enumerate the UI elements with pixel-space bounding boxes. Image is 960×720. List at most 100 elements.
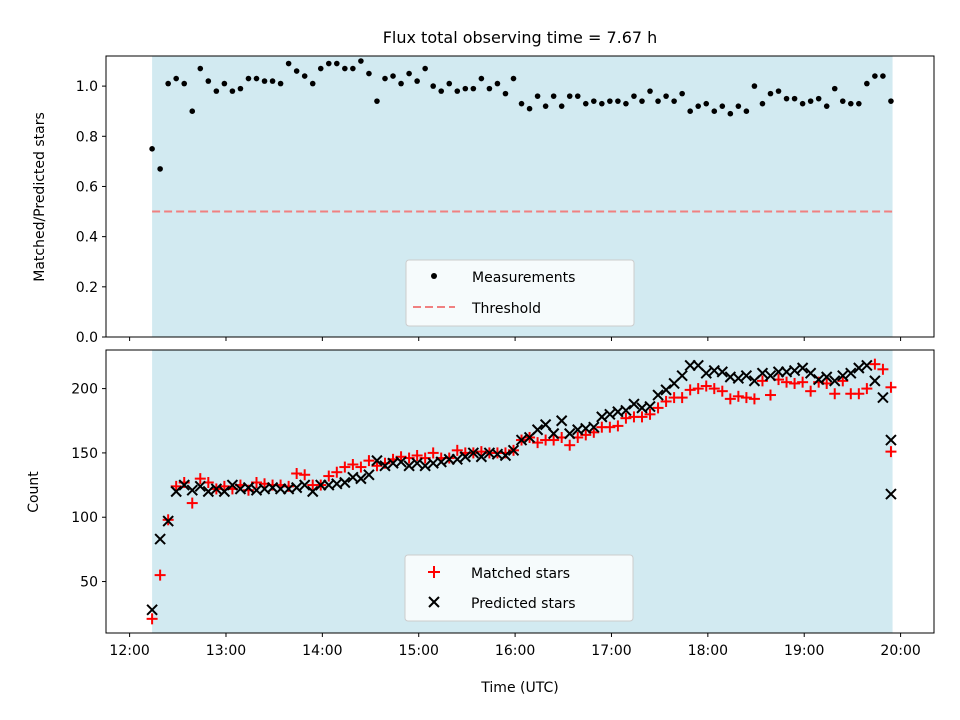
- measurement-point: [526, 105, 533, 112]
- predicted-star-point: [877, 391, 889, 404]
- measurement-point: [478, 75, 485, 82]
- measurement-point: [607, 98, 613, 104]
- predicted-star-point: [820, 371, 833, 383]
- predicted-star-point: [539, 418, 552, 431]
- ratio-marks: [149, 58, 894, 172]
- measurement-point: [807, 98, 814, 104]
- x-tick-label: 15:00: [399, 643, 439, 659]
- measurement-point: [205, 78, 212, 84]
- predicted-star-point: [459, 451, 472, 463]
- predicted-star-point: [845, 367, 857, 379]
- matched-star-point: [347, 458, 359, 470]
- measurement-point: [237, 85, 244, 92]
- predicted-star-point: [596, 411, 608, 423]
- matched-star-point: [604, 421, 616, 433]
- matched-star-point: [564, 439, 576, 451]
- y-tick-label-count: 200: [71, 382, 98, 398]
- measurement-point: [775, 88, 782, 94]
- y-axis-label-count: Count: [26, 471, 42, 513]
- predicted-star-point: [588, 421, 600, 433]
- measurement-point: [687, 108, 693, 114]
- measurement-point: [261, 78, 268, 84]
- predicted-star-point: [467, 447, 480, 459]
- measurement-point: [864, 80, 870, 87]
- measurement-point: [831, 85, 838, 92]
- measurement-point: [880, 73, 886, 79]
- legend-marker-matched: [428, 566, 440, 578]
- y-tick-label-count: 50: [80, 575, 98, 591]
- measurement-point: [430, 83, 436, 89]
- predicted-star-point: [732, 372, 745, 385]
- matched-star-point: [194, 473, 206, 485]
- predicted-star-point: [676, 370, 688, 382]
- matched-star-point: [170, 480, 182, 492]
- predicted-star-point: [411, 457, 423, 469]
- predicted-star-point: [226, 479, 239, 491]
- measurement-point: [414, 78, 420, 84]
- predicted-star-point: [555, 415, 568, 427]
- matched-star-point: [154, 569, 166, 581]
- measurement-point: [366, 70, 372, 77]
- matched-star-point: [740, 392, 752, 404]
- measurement-point: [406, 70, 412, 77]
- predicted-star-point: [660, 384, 672, 396]
- matched-star-point: [339, 461, 351, 473]
- matched-star-point: [371, 460, 383, 472]
- measurement-point: [695, 103, 702, 109]
- axes-frame-top: [105, 55, 935, 338]
- measurement-point: [639, 98, 645, 104]
- measurement-point: [486, 85, 493, 92]
- x-axis-label: Time (UTC): [480, 680, 558, 696]
- measurement-point: [518, 100, 525, 107]
- measurement-point: [743, 108, 750, 114]
- predicted-star-point: [515, 434, 528, 446]
- matched-star-point: [877, 363, 889, 375]
- predicted-star-point: [628, 398, 640, 410]
- predicted-star-point: [531, 424, 544, 436]
- y-tick-label-count: 100: [71, 510, 98, 526]
- matched-star-point: [323, 470, 335, 482]
- predicted-star-point: [475, 451, 488, 463]
- predicted-star-point: [764, 370, 777, 382]
- predicted-star-point: [162, 515, 174, 527]
- y-axis-count: 50 100 150 200: [71, 382, 106, 591]
- measurement-point: [398, 80, 404, 87]
- predicted-star-point: [170, 485, 182, 498]
- y-tick-label-ratio: 0.0: [76, 330, 98, 346]
- measurement-point: [847, 100, 854, 107]
- measurement-point: [374, 98, 380, 104]
- measurement-point: [325, 60, 332, 67]
- predicted-star-point: [403, 460, 415, 472]
- measurement-point: [799, 100, 806, 107]
- predicted-star-point: [620, 404, 632, 417]
- y-tick-label-ratio: 0.2: [76, 280, 98, 296]
- matched-star-point: [660, 395, 672, 407]
- measurement-point: [350, 65, 356, 72]
- matched-star-point: [620, 412, 632, 424]
- predicted-star-point: [451, 453, 463, 466]
- measurement-point: [631, 93, 637, 99]
- matched-star-point: [146, 613, 158, 625]
- measurement-point: [719, 103, 726, 109]
- measurement-point: [679, 90, 685, 97]
- matched-star-point: [299, 469, 311, 481]
- predicted-star-point: [796, 362, 809, 374]
- measurement-point: [245, 75, 252, 82]
- x-axis-time: 12:00 13:00 14:00 15:00 16:00 17:00 18:00 19:00…: [109, 633, 921, 659]
- predicted-star-point: [178, 479, 190, 491]
- measurement-point: [285, 60, 292, 67]
- measurement-point: [783, 95, 790, 102]
- measurement-point: [663, 93, 669, 99]
- measurement-point: [197, 65, 204, 72]
- x-tick-label: 16:00: [495, 643, 535, 659]
- matched-star-point: [861, 383, 873, 395]
- matched-star-point: [411, 449, 423, 461]
- measurement-point: [823, 103, 830, 109]
- matched-star-point: [789, 377, 801, 389]
- measurement-point: [751, 83, 758, 89]
- measurement-point: [599, 100, 605, 107]
- matched-star-point: [548, 434, 560, 446]
- legend-label-matched: Matched stars: [471, 566, 570, 582]
- measurement-point: [358, 58, 364, 64]
- measurement-point: [390, 73, 396, 79]
